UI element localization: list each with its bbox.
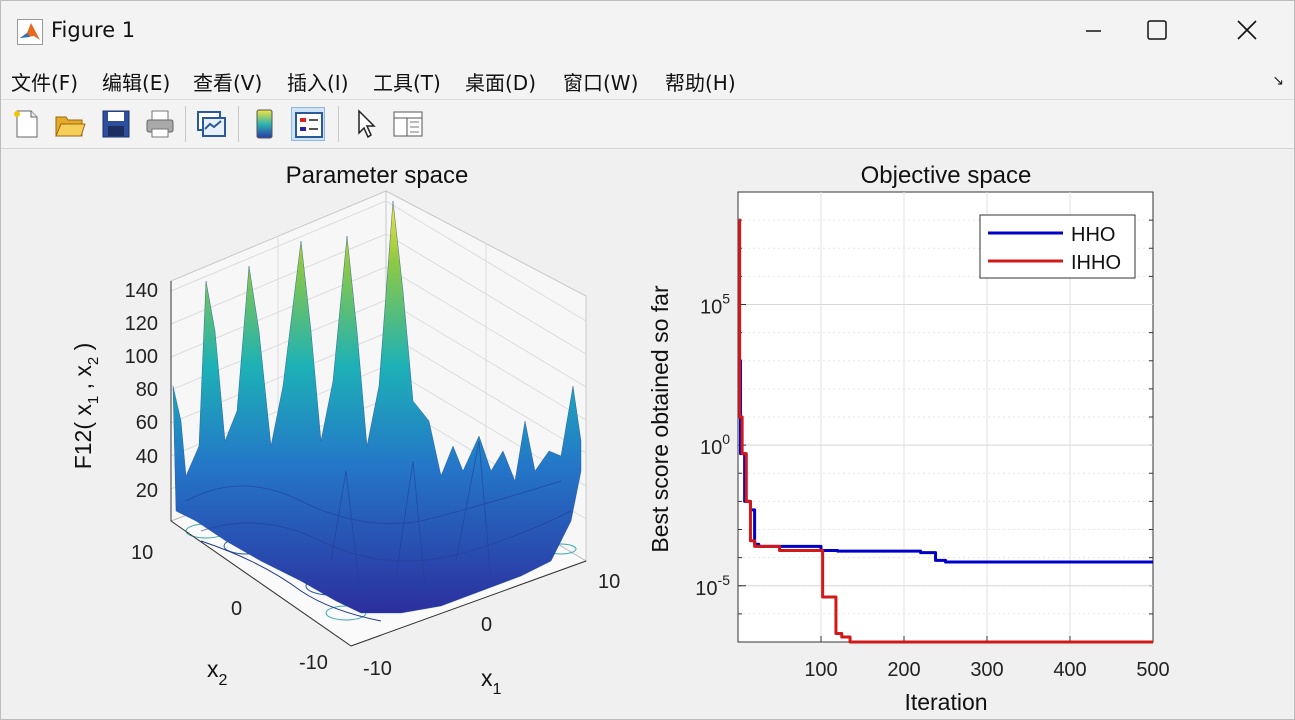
y-axis-label: Best score obtained so far	[647, 285, 673, 553]
close-icon	[1237, 20, 1257, 40]
new-figure-icon	[14, 110, 38, 138]
print-icon	[146, 110, 174, 138]
dock-arrow-icon[interactable]: ↘	[1272, 73, 1284, 89]
surface-mesh	[172, 200, 582, 614]
minimize-button[interactable]	[1063, 11, 1123, 51]
print-button[interactable]	[143, 107, 177, 141]
x1-tick-labels: -10 0 10	[363, 571, 620, 680]
x1-tick-label: 10	[598, 571, 620, 593]
window-title: Figure 1	[51, 18, 136, 42]
edit-plot-button[interactable]	[349, 107, 383, 141]
x-tick-label: 400	[1053, 659, 1086, 681]
menu-desktop[interactable]: 桌面(D)	[465, 71, 537, 95]
x-tick-labels: 100 200 300 400 500	[804, 659, 1169, 681]
legend-box	[979, 214, 1136, 279]
z-tick-label: 20	[136, 480, 158, 502]
z-tick-label: 60	[136, 412, 158, 434]
menu-insert[interactable]: 插入(I)	[287, 71, 349, 95]
link-plot-icon	[197, 111, 226, 137]
chart-title: Objective space	[861, 162, 1032, 189]
x-tick-label: 200	[887, 659, 920, 681]
property-inspector-button[interactable]	[391, 107, 425, 141]
link-plot-button[interactable]	[194, 107, 228, 141]
x2-tick-label: -10	[299, 652, 328, 674]
z-tick-labels: 140 120 100 80 60 40 20	[125, 280, 158, 502]
menu-view[interactable]: 查看(V)	[193, 71, 263, 95]
insert-legend-icon	[295, 112, 323, 138]
close-button[interactable]	[1217, 11, 1277, 51]
menu-bar: 文件(F) 编辑(E) 查看(V) 插入(I) 工具(T) 桌面(D) 窗口(W…	[1, 59, 1294, 100]
y-tick-label: 100	[700, 431, 730, 459]
x2-tick-labels: 10 0 -10	[131, 542, 328, 674]
surface-highlights	[185, 440, 572, 602]
open-file-icon	[55, 116, 86, 137]
legend-label-ihho: IHHO	[1071, 252, 1121, 274]
convergence-chart: Objective space 100 200 300 400 500 Iter…	[647, 162, 1170, 715]
z-tick-label: 120	[125, 313, 158, 335]
series-group	[738, 218, 1153, 644]
menu-file[interactable]: 文件(F)	[11, 71, 79, 95]
insert-legend-button[interactable]	[291, 107, 325, 141]
x1-tick-label: -10	[363, 658, 392, 680]
x-axis-label: Iteration	[904, 689, 987, 715]
x1-axis-label: x1	[481, 665, 502, 698]
z-tick-label: 100	[125, 346, 158, 368]
maximize-icon	[1147, 20, 1167, 40]
menu-window[interactable]: 窗口(W)	[563, 71, 639, 95]
z-tick-label: 80	[136, 379, 158, 401]
series-line-ihho	[738, 218, 1153, 644]
toolbar-separator	[338, 106, 339, 142]
surface-plot-title: Parameter space	[286, 162, 469, 189]
x2-tick-label: 10	[131, 542, 153, 564]
x1-tick-label: 0	[481, 614, 492, 636]
maximize-button[interactable]	[1127, 11, 1187, 51]
y-tick-label: 10-5	[695, 572, 730, 600]
matlab-logo-icon	[17, 19, 43, 45]
legend: HHO IHHO	[979, 214, 1136, 279]
title-bar: Figure 1	[1, 1, 1294, 59]
x1-axis	[350, 560, 587, 647]
open-file-button[interactable]	[53, 107, 87, 141]
menu-edit[interactable]: 编辑(E)	[102, 71, 171, 95]
x-tick-label: 300	[970, 659, 1003, 681]
edit-plot-icon	[358, 109, 376, 139]
z-axis-label: F12( x1 , x2 )	[70, 343, 102, 470]
insert-colorbar-button[interactable]	[248, 107, 282, 141]
x2-axis-label: x2	[207, 656, 228, 689]
menu-help[interactable]: 帮助(H)	[665, 71, 736, 95]
property-inspector-icon	[393, 111, 423, 137]
figure-canvas: Parameter space	[1, 149, 1294, 719]
y-tick-label: 105	[700, 291, 730, 319]
z-tick-label: 40	[136, 446, 158, 468]
figure-svg: Parameter space	[70, 162, 1170, 715]
x-tick-label: 500	[1136, 659, 1169, 681]
z-tick-label: 140	[125, 280, 158, 302]
y-tick-labels: 105 100 10-5	[695, 291, 730, 600]
toolbar	[1, 100, 1294, 149]
save-button[interactable]	[99, 107, 133, 141]
menu-tools[interactable]: 工具(T)	[373, 71, 441, 95]
save-icon	[102, 110, 130, 138]
toolbar-separator	[238, 106, 239, 142]
toolbar-separator	[185, 106, 186, 142]
legend-label-hho: HHO	[1071, 224, 1115, 246]
new-figure-button[interactable]	[9, 107, 43, 141]
x-tick-label: 100	[804, 659, 837, 681]
insert-colorbar-icon	[256, 109, 273, 139]
x2-axis	[170, 520, 352, 647]
minimize-icon	[1086, 30, 1101, 32]
surface-plot: Parameter space	[70, 162, 620, 698]
x2-tick-label: 0	[231, 598, 242, 620]
